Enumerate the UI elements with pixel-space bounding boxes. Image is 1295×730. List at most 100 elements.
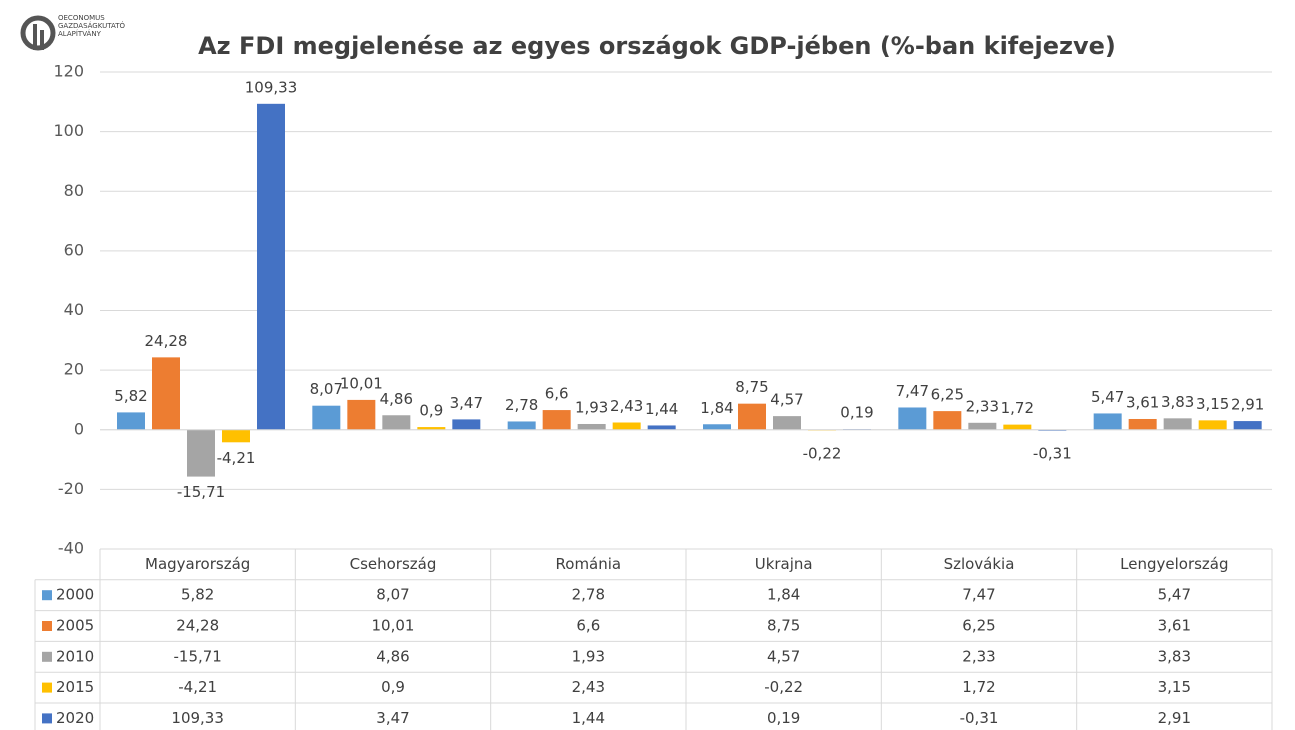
data-label: 2,91 xyxy=(1231,396,1264,414)
bar xyxy=(738,403,766,430)
table-header: Lengyelország xyxy=(1120,555,1228,573)
data-label: 8,07 xyxy=(310,380,343,398)
table-cell: 6,6 xyxy=(576,617,600,635)
y-tick-label: -40 xyxy=(58,539,84,558)
table-cell: 4,57 xyxy=(767,647,800,665)
table-header: Csehország xyxy=(350,555,437,573)
data-label: 3,15 xyxy=(1196,395,1229,413)
table-cell: 1,44 xyxy=(572,709,605,727)
logo-bar xyxy=(33,24,37,50)
legend-label: 2020 xyxy=(56,709,94,727)
legend-swatch xyxy=(42,713,52,724)
bar xyxy=(117,412,145,430)
table-cell: 5,47 xyxy=(1158,586,1191,604)
table-cell: 2,33 xyxy=(962,647,995,665)
data-label: 1,84 xyxy=(700,399,733,417)
logo-ring xyxy=(20,15,56,51)
table-cell: 1,84 xyxy=(767,586,800,604)
bar xyxy=(1003,424,1032,430)
bar xyxy=(257,103,285,430)
data-label: 24,28 xyxy=(145,332,188,350)
data-label: 8,75 xyxy=(735,378,768,396)
bar xyxy=(933,411,962,430)
y-tick-label: 120 xyxy=(53,62,84,81)
data-label: 5,82 xyxy=(114,387,147,405)
logo-text: OECONOMUS xyxy=(58,14,105,22)
legend-label: 2005 xyxy=(56,617,94,635)
data-label: 3,61 xyxy=(1126,393,1159,411)
table-header: Románia xyxy=(556,555,622,573)
bar xyxy=(1093,413,1122,430)
table-cell: 3,83 xyxy=(1158,647,1191,665)
legend-swatch xyxy=(42,590,52,601)
table-header: Ukrajna xyxy=(755,555,813,573)
bar xyxy=(703,424,731,430)
table-cell: 8,75 xyxy=(767,617,800,635)
legend-label: 2015 xyxy=(56,678,94,696)
chart-title: Az FDI megjelenése az egyes országok GDP… xyxy=(198,32,1116,60)
data-label: 2,43 xyxy=(610,397,643,415)
data-label: -0,22 xyxy=(803,444,842,462)
table-cell: 1,72 xyxy=(962,678,995,696)
bar xyxy=(507,421,536,430)
table-cell: 10,01 xyxy=(372,617,415,635)
table-cell: -4,21 xyxy=(178,678,217,696)
data-label: 3,47 xyxy=(450,394,483,412)
data-label: 2,78 xyxy=(505,396,538,414)
y-tick-label: 0 xyxy=(74,419,84,438)
data-label: 7,47 xyxy=(896,382,929,400)
bar xyxy=(187,429,215,477)
data-label: -0,31 xyxy=(1033,444,1072,462)
table-header: Szlovákia xyxy=(944,555,1015,573)
logo-text: GAZDASÁGKUTATÓ xyxy=(58,21,126,30)
y-tick-label: 100 xyxy=(53,121,84,140)
table-cell: 0,19 xyxy=(767,709,800,727)
table-cell: -0,31 xyxy=(960,709,999,727)
data-label: 6,25 xyxy=(931,386,964,404)
table-cell: 109,33 xyxy=(171,709,224,727)
y-tick-label: -20 xyxy=(58,479,84,498)
table-cell: 0,9 xyxy=(381,678,405,696)
logo-bar xyxy=(40,30,44,50)
legend-swatch xyxy=(42,682,52,693)
data-label: 1,93 xyxy=(575,398,608,416)
data-label: -15,71 xyxy=(177,483,225,501)
bar xyxy=(152,357,180,430)
data-label: 6,6 xyxy=(545,385,569,403)
legend-swatch xyxy=(42,651,52,662)
table-cell: 7,47 xyxy=(962,586,995,604)
table-cell: 4,86 xyxy=(376,647,409,665)
bar xyxy=(1128,418,1157,430)
y-tick-label: 60 xyxy=(64,240,84,259)
table-cell: 3,15 xyxy=(1158,678,1191,696)
bar xyxy=(577,423,606,430)
table-cell: 6,25 xyxy=(962,617,995,635)
data-label: 3,83 xyxy=(1161,393,1194,411)
bar xyxy=(1198,420,1227,430)
data-label: 10,01 xyxy=(340,374,383,392)
bar xyxy=(417,427,446,430)
bar xyxy=(773,416,801,430)
bar xyxy=(382,415,411,430)
data-label: 109,33 xyxy=(245,78,298,96)
logo-text: ALAPÍTVÁNY xyxy=(58,29,102,38)
legend-label: 2010 xyxy=(56,647,94,665)
legend-label: 2000 xyxy=(56,586,94,604)
bar xyxy=(968,422,997,430)
y-tick-label: 20 xyxy=(64,360,84,379)
bar xyxy=(1163,418,1192,430)
table-header: Magyarország xyxy=(145,555,250,573)
bar xyxy=(222,429,250,443)
table-cell: 2,91 xyxy=(1158,709,1191,727)
data-label: 0,19 xyxy=(840,404,873,422)
bar xyxy=(312,405,341,430)
table-cell: 3,47 xyxy=(376,709,409,727)
bar xyxy=(542,410,571,430)
table-cell: -0,22 xyxy=(764,678,803,696)
data-label: 5,47 xyxy=(1091,388,1124,406)
y-tick-label: 80 xyxy=(64,181,84,200)
data-label: 4,57 xyxy=(770,391,803,409)
table-cell: 8,07 xyxy=(376,586,409,604)
